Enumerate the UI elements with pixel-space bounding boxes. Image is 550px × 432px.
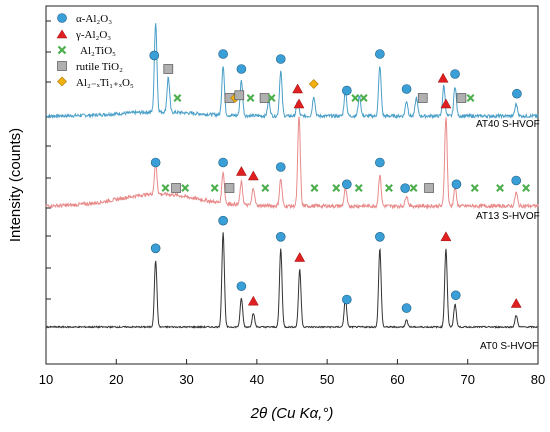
legend-rutile-square-icon <box>57 61 67 71</box>
circle-marker <box>450 290 461 301</box>
x-tick-label: 30 <box>179 372 193 387</box>
cross-marker <box>470 184 479 192</box>
plot-frame <box>45 5 539 365</box>
diffraction-traces <box>45 23 539 329</box>
circle-marker <box>342 294 352 305</box>
trace-at0 <box>45 232 539 329</box>
circle-marker <box>236 281 247 292</box>
cross-marker <box>173 94 182 102</box>
triangle-marker <box>247 170 259 181</box>
cross-marker <box>359 94 368 102</box>
cross-marker <box>210 184 219 192</box>
circle-marker <box>275 162 286 172</box>
cross-marker <box>181 184 190 192</box>
legend-alpha-label: α-Al₂O₃ <box>76 13 112 25</box>
legend-rutile-label: rutile TiO₂ <box>76 61 123 73</box>
y-ticks <box>46 20 51 328</box>
cross-marker <box>466 94 475 102</box>
square-marker <box>163 64 174 74</box>
cross-marker <box>354 184 363 192</box>
cross-marker <box>261 184 270 192</box>
legend-alpha-circle-icon <box>57 13 67 23</box>
legend-alti-diamond-icon <box>57 76 67 87</box>
circle-marker <box>150 243 161 254</box>
x-tick-label: 60 <box>390 372 404 387</box>
cross-marker <box>351 94 360 102</box>
circle-marker <box>150 157 161 168</box>
square-marker <box>171 183 181 193</box>
x-tick-label: 40 <box>250 372 264 387</box>
circle-marker <box>218 215 228 226</box>
circle-marker <box>512 88 522 99</box>
triangle-marker <box>247 295 259 306</box>
legend-al2tio5-label: Al₂TiO₅ <box>80 45 116 57</box>
triangle-marker <box>437 72 449 83</box>
legend-al2tio5-cross-icon <box>57 45 67 55</box>
triangle-marker <box>440 231 452 242</box>
cross-marker <box>332 184 341 192</box>
triangle-marker <box>510 297 522 308</box>
triangle-marker <box>293 98 305 109</box>
triangle-marker <box>440 98 452 109</box>
circle-marker <box>236 64 247 74</box>
x-tick-label: 80 <box>531 372 545 387</box>
y-axis-title: Intensity (counts) <box>7 128 24 242</box>
square-marker <box>234 90 245 101</box>
circle-marker <box>375 232 385 242</box>
square-marker <box>259 93 270 103</box>
triangle-marker <box>235 165 247 176</box>
x-tick-label: 70 <box>460 372 474 387</box>
circle-marker <box>401 303 412 313</box>
sample-label-at0: AT0 S-HVOF <box>480 341 538 352</box>
square-marker <box>224 183 235 193</box>
x-axis-title: 2θ (Cu Kα,°) <box>250 405 334 422</box>
square-marker <box>456 93 467 103</box>
cross-marker <box>522 184 530 192</box>
legend-gamma-triangle-icon <box>56 29 68 39</box>
triangle-marker <box>292 83 304 94</box>
circle-marker <box>275 54 286 64</box>
circle-marker <box>375 157 385 168</box>
circle-marker <box>275 232 286 242</box>
circle-marker <box>401 84 412 94</box>
circle-marker <box>218 157 228 168</box>
cross-marker <box>496 184 504 192</box>
circle-marker <box>400 183 410 193</box>
circle-marker <box>451 179 462 190</box>
cross-marker <box>246 94 255 102</box>
cross-marker <box>310 184 319 192</box>
trace-at40 <box>45 23 539 120</box>
cross-marker <box>161 184 170 192</box>
x-tick-label: 50 <box>320 372 334 387</box>
cross-marker <box>385 184 393 192</box>
square-marker <box>424 183 434 193</box>
triangle-marker <box>294 251 306 262</box>
circle-marker <box>218 49 228 59</box>
circle-marker <box>375 49 385 59</box>
circle-marker <box>149 50 160 61</box>
circle-marker <box>450 69 460 79</box>
sample-label-at40: AT40 S-HVOF <box>476 119 540 130</box>
square-marker <box>417 93 428 103</box>
diamond-marker <box>308 79 319 89</box>
legend: α-Al₂O₃ γ-Al₂O₃ Al₂TiO₅ rutile TiO₂ Al₂₋… <box>56 13 134 89</box>
cross-marker <box>409 184 418 192</box>
legend-gamma-label: γ-Al₂O₃ <box>75 29 111 41</box>
x-ticks: 10 20 30 40 50 60 70 80 <box>39 359 545 387</box>
trace-at13 <box>45 116 539 210</box>
circle-marker <box>342 85 352 96</box>
sample-label-at13: AT13 S-HVOF <box>476 211 540 222</box>
cross-marker <box>267 94 276 102</box>
legend-alti-label: Al₂₋ₓTi₁₊ₓO₅ <box>76 77 134 89</box>
phase-markers <box>149 49 530 313</box>
circle-marker <box>511 175 522 186</box>
x-tick-label: 20 <box>109 372 123 387</box>
circle-marker <box>342 179 352 190</box>
x-tick-label: 10 <box>39 372 53 387</box>
